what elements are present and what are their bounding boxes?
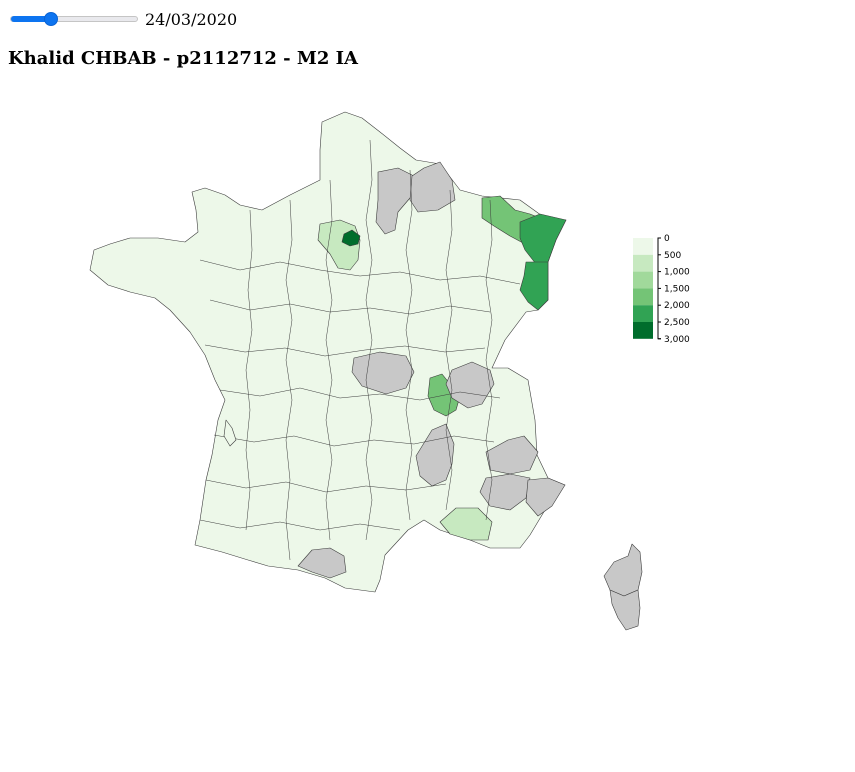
- department-no-data[interactable]: [445, 361, 495, 409]
- department-no-data[interactable]: [485, 435, 539, 475]
- legend: 0 500 1,000 1,500 2,000 2,500 3,000: [633, 234, 690, 345]
- island: [223, 419, 237, 447]
- department-no-data[interactable]: [375, 167, 419, 235]
- department-no-data[interactable]: [479, 473, 531, 511]
- legend-tick-label: 3,000: [664, 335, 690, 345]
- department-no-data[interactable]: [603, 543, 643, 597]
- legend-swatch: [633, 238, 653, 255]
- date-slider-track[interactable]: [10, 12, 138, 26]
- department-region[interactable]: [519, 261, 549, 311]
- legend-swatch: [633, 322, 653, 339]
- corsica: [603, 543, 643, 631]
- department-region[interactable]: [439, 507, 493, 541]
- department-borders: [199, 139, 521, 561]
- department-no-data[interactable]: [415, 423, 455, 487]
- date-label: 24/03/2020: [145, 10, 238, 29]
- department-no-data[interactable]: [297, 547, 347, 579]
- legend-swatch: [633, 305, 653, 322]
- mainland-france: [89, 111, 567, 593]
- department-no-data[interactable]: [409, 161, 456, 213]
- legend-tick-label: 1,000: [664, 268, 690, 278]
- date-slider-fill: [11, 16, 51, 22]
- legend-tick-label: 1,500: [664, 284, 690, 294]
- page-title: Khalid CHBAB - p2112712 - M2 IA: [8, 48, 359, 69]
- date-slider[interactable]: [10, 8, 138, 30]
- legend-tick-label: 2,500: [664, 318, 690, 328]
- legend-tick-label: 0: [664, 234, 670, 244]
- legend-tick-label: 2,000: [664, 301, 690, 311]
- department-no-data[interactable]: [609, 589, 641, 631]
- legend-tick-label: 500: [664, 251, 681, 261]
- department-no-data[interactable]: [525, 477, 566, 517]
- legend-swatch: [633, 288, 653, 306]
- date-slider-thumb[interactable]: [43, 12, 58, 26]
- legend-swatch: [633, 254, 653, 272]
- department-region[interactable]: [341, 229, 361, 247]
- legend-swatch: [633, 271, 653, 289]
- department-no-data[interactable]: [351, 351, 415, 395]
